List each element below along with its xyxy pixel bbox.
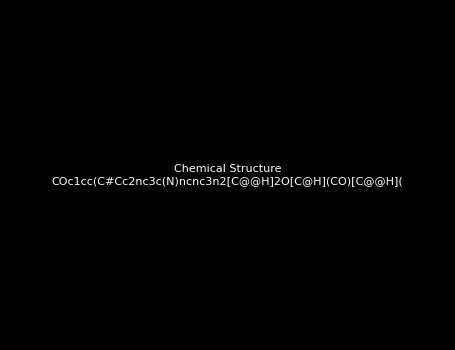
Text: Chemical Structure
COc1cc(C#Cc2nc3c(N)ncnc3n2[C@@H]2O[C@H](CO)[C@@H](: Chemical Structure COc1cc(C#Cc2nc3c(N)nc… bbox=[51, 164, 404, 186]
